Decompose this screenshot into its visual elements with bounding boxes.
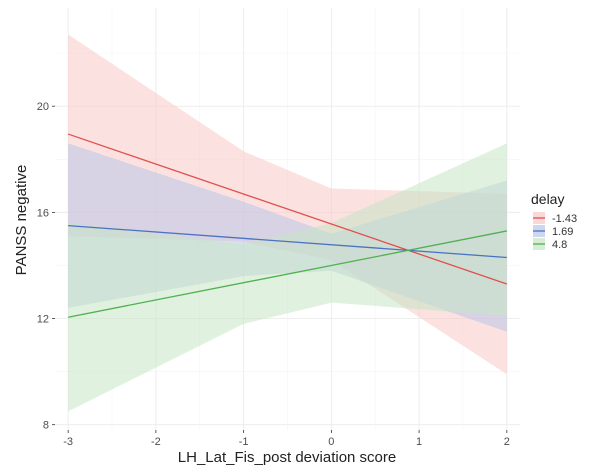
confidence-band-4_8 [68, 143, 507, 412]
legend: delay -1.431.694.8 [531, 191, 577, 251]
legend-label: -1.43 [552, 213, 577, 225]
x-axis-title: LH_Lat_Fis_post deviation score [178, 449, 396, 466]
x-tick-label: -3 [63, 436, 73, 448]
y-axis-ticks: 8 12 16 20 [37, 101, 55, 432]
x-tick-label: -1 [239, 436, 249, 448]
x-tick-label: -2 [151, 436, 161, 448]
legend-title: delay [531, 191, 564, 207]
series-lines [67, 133, 508, 318]
y-tick-label: 12 [37, 314, 49, 326]
legend-key [533, 212, 545, 224]
y-tick-label: 20 [37, 101, 49, 113]
legend-key [533, 238, 545, 250]
series-line-_1_43 [67, 133, 508, 285]
x-axis-ticks: -3 -2 -1 0 1 2 [63, 430, 510, 448]
x-tick-label: 2 [504, 436, 510, 448]
y-tick-label: 8 [43, 420, 49, 432]
legend-label: 4.8 [552, 239, 567, 251]
confidence-ribbons [68, 34, 507, 412]
series-line-1_69 [68, 224, 507, 259]
legend-label: 1.69 [552, 226, 573, 238]
x-tick-label: 0 [328, 436, 334, 448]
legend-key [533, 225, 545, 237]
x-tick-label: 1 [416, 436, 422, 448]
series-line-4_8 [68, 230, 507, 318]
y-axis-title: PANSS negative [13, 165, 30, 276]
y-tick-label: 16 [37, 207, 49, 219]
